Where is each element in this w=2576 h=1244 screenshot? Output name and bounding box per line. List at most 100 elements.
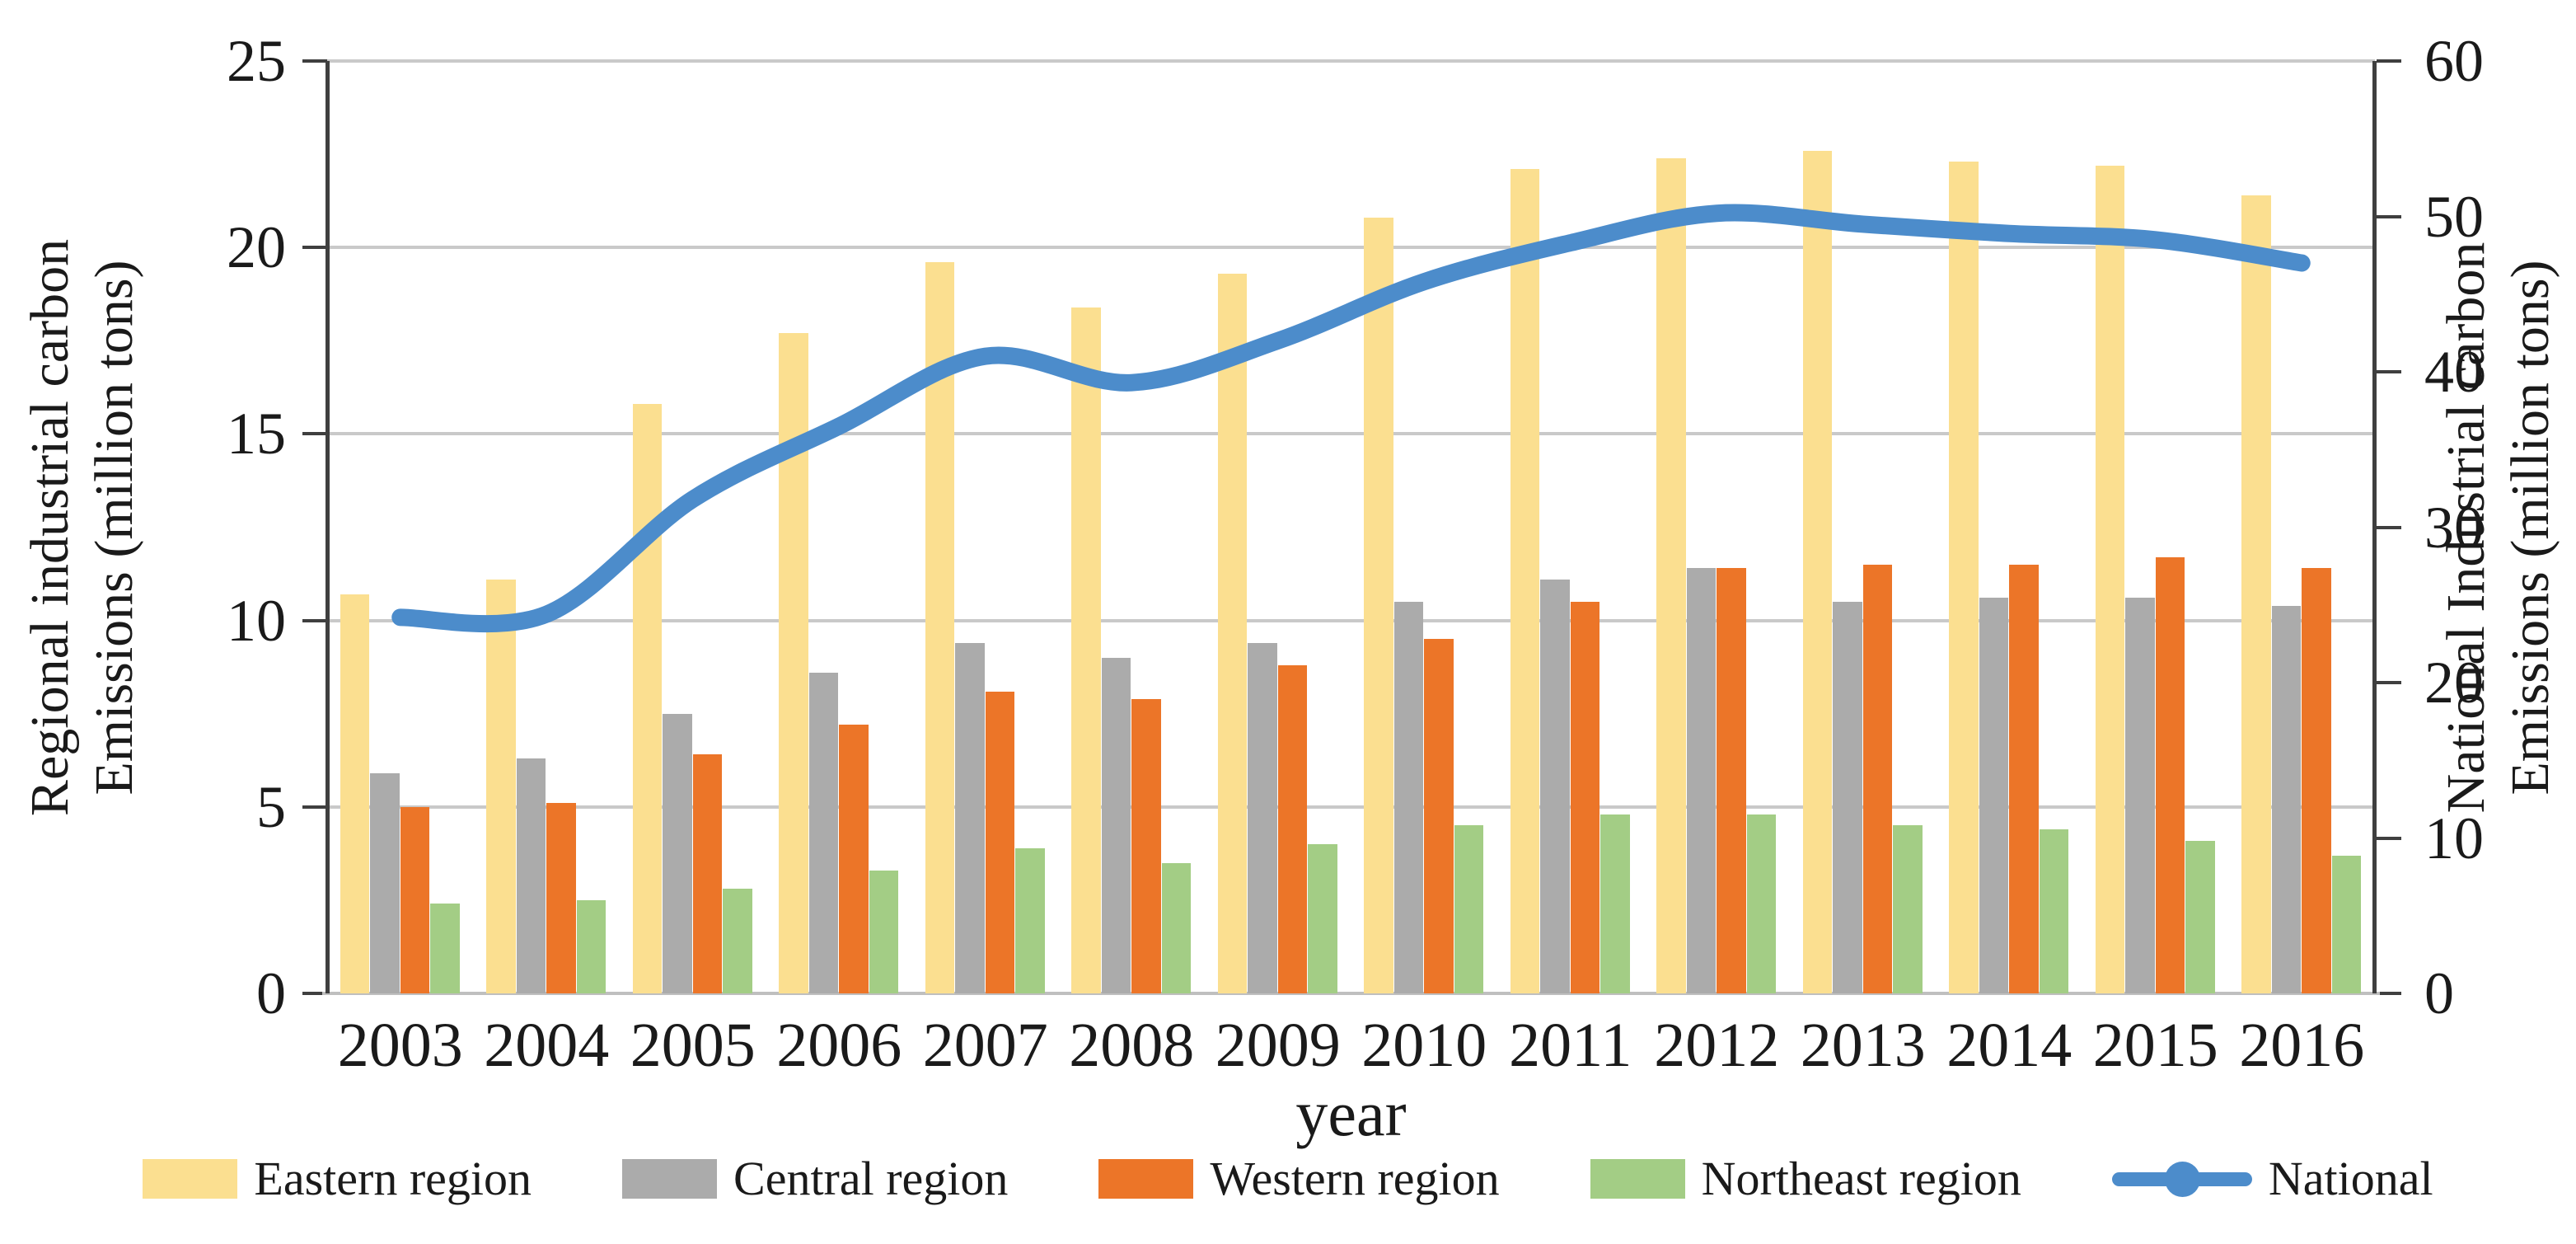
legend-swatch-western-region (1098, 1159, 1194, 1199)
bar-northeast-region-2006 (869, 870, 898, 993)
legend-swatch-eastern-region (143, 1159, 238, 1199)
bar-northeast-region-2004 (576, 899, 606, 993)
legend-item-northeast-region: Northeast region (1590, 1152, 2021, 1205)
bar-central-region-2003 (370, 773, 400, 993)
legend-item-central-region: Central region (622, 1152, 1008, 1205)
left-axis-title: Regional industrial carbon Emissions (mi… (18, 239, 147, 816)
left-tick-0 (302, 992, 327, 995)
right-tick-0 (2377, 992, 2401, 995)
x-tick-label-2015: 2015 (2092, 1011, 2218, 1080)
legend-line-marker-national (2111, 1159, 2252, 1199)
bar-western-region-2016 (2302, 568, 2331, 993)
x-tick-label-2005: 2005 (630, 1011, 756, 1080)
legend-swatch-central-region (622, 1159, 718, 1199)
left-tick-25 (302, 59, 327, 63)
x-tick-label-2016: 2016 (2239, 1011, 2365, 1080)
right-tick-10 (2377, 836, 2401, 840)
bar-central-region-2010 (1393, 601, 1424, 993)
plot-area (322, 59, 2380, 995)
x-tick-label-2011: 2011 (1509, 1011, 1632, 1080)
left-tick-label-5: 5 (256, 773, 286, 840)
gridline-5 (327, 805, 2375, 809)
bar-western-region-2012 (1717, 568, 1746, 993)
bar-central-region-2008 (1101, 657, 1131, 993)
right-tick-label-10: 10 (2424, 805, 2484, 871)
bar-central-region-2015 (2125, 598, 2155, 993)
left-tick-15 (302, 432, 327, 436)
left-axis-title-line2: Emissions (million tons) (84, 260, 144, 796)
bar-eastern-region-2009 (1217, 273, 1248, 993)
bar-western-region-2013 (1862, 564, 1893, 993)
bar-central-region-2014 (1979, 598, 2009, 993)
bar-western-region-2011 (1570, 601, 1600, 993)
x-tick-label-2003: 2003 (337, 1011, 463, 1080)
right-tick-50 (2377, 214, 2401, 218)
bar-central-region-2009 (1248, 642, 1277, 993)
right-tick-60 (2377, 59, 2401, 63)
bar-western-region-2008 (1131, 698, 1161, 993)
bar-central-region-2013 (1833, 601, 1862, 993)
bar-central-region-2004 (516, 758, 546, 993)
legend-line-dot-national (2164, 1162, 2200, 1197)
bar-central-region-2005 (663, 713, 692, 993)
left-tick-5 (302, 805, 327, 809)
legend-label-western-region: Western region (1210, 1152, 1500, 1205)
bar-central-region-2011 (1540, 579, 1570, 993)
bar-eastern-region-2003 (340, 594, 370, 993)
right-tick-label-0: 0 (2424, 960, 2454, 1026)
x-tick-label-2010: 2010 (1361, 1011, 1487, 1080)
right-axis-line (2372, 61, 2377, 993)
bar-central-region-2012 (1686, 568, 1717, 993)
bar-northeast-region-2008 (1161, 862, 1191, 993)
right-tick-label-60: 60 (2424, 28, 2484, 94)
x-tick-label-2008: 2008 (1069, 1011, 1195, 1080)
gridline-25 (327, 59, 2375, 63)
legend: Eastern region Central region Western regi… (0, 1152, 2576, 1205)
national-line-chart (391, 204, 2311, 633)
left-tick-label-10: 10 (227, 587, 286, 654)
right-tick-30 (2377, 525, 2401, 529)
x-axis-line (322, 992, 2380, 995)
bar-northeast-region-2013 (1893, 825, 1923, 993)
bar-eastern-region-2013 (1802, 150, 1833, 993)
x-tick-label-2012: 2012 (1654, 1011, 1780, 1080)
right-tick-label-20: 20 (2424, 650, 2484, 716)
bar-eastern-region-2011 (1510, 169, 1540, 993)
bar-western-region-2006 (839, 725, 869, 993)
legend-label-northeast-region: Northeast region (1701, 1152, 2021, 1205)
right-tick-label-50: 50 (2424, 183, 2484, 250)
bar-northeast-region-2005 (723, 889, 752, 993)
right-tick-20 (2377, 681, 2401, 684)
legend-label-eastern-region: Eastern region (254, 1152, 532, 1205)
bar-eastern-region-2012 (1656, 157, 1686, 993)
bar-northeast-region-2007 (1015, 847, 1045, 993)
left-tick-20 (302, 246, 327, 250)
bar-eastern-region-2008 (1071, 307, 1101, 993)
x-tick-label-2007: 2007 (922, 1011, 1048, 1080)
bar-eastern-region-2004 (486, 579, 516, 993)
x-tick-label-2014: 2014 (1946, 1011, 2073, 1080)
bar-western-region-2004 (546, 803, 576, 993)
bar-western-region-2005 (692, 754, 723, 993)
legend-item-eastern-region: Eastern region (143, 1152, 532, 1205)
bar-western-region-2010 (1424, 639, 1454, 993)
bar-northeast-region-2012 (1746, 814, 1776, 993)
bar-northeast-region-2009 (1308, 844, 1337, 993)
bar-northeast-region-2003 (430, 904, 460, 993)
bar-central-region-2016 (2271, 605, 2302, 993)
right-tick-label-40: 40 (2424, 339, 2484, 405)
x-tick-label-2004: 2004 (484, 1011, 610, 1080)
x-tick-label-2009: 2009 (1215, 1011, 1341, 1080)
left-tick-label-25: 25 (227, 28, 286, 94)
bar-central-region-2007 (955, 642, 985, 993)
bar-northeast-region-2016 (2331, 855, 2361, 993)
bar-eastern-region-2010 (1364, 218, 1393, 993)
legend-label-central-region: Central region (733, 1152, 1009, 1205)
x-tick-label-2013: 2013 (1800, 1011, 1926, 1080)
bar-northeast-region-2015 (2185, 840, 2215, 993)
bar-eastern-region-2014 (1949, 162, 1979, 993)
gridline-15 (327, 432, 2375, 436)
bar-western-region-2015 (2155, 556, 2185, 993)
bar-western-region-2003 (400, 806, 430, 993)
